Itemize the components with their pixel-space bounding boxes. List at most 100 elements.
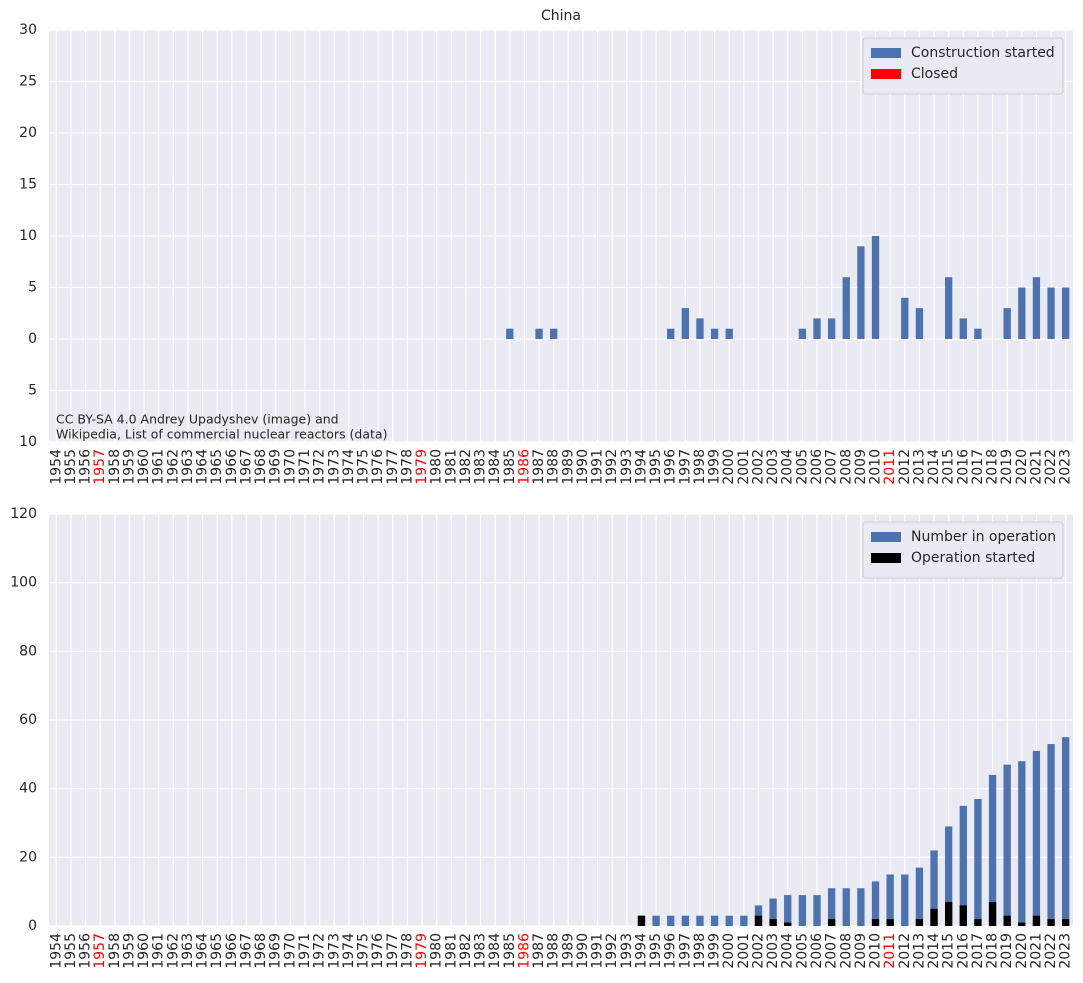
x-tick-label: 1981: [443, 933, 459, 969]
x-tick-label: 2001: [736, 449, 752, 485]
bar: [550, 328, 558, 339]
bar: [1032, 915, 1041, 926]
x-tick-label: 1992: [604, 933, 620, 969]
bar: [974, 328, 982, 339]
legend-box: [862, 521, 1064, 579]
x-tick-label: 2012: [897, 933, 913, 969]
x-tick-label: 1957: [92, 933, 108, 969]
x-tick-label: 2009: [853, 449, 869, 485]
y-tick-label: 0: [28, 918, 37, 934]
x-tick-label: 2013: [911, 933, 927, 969]
legend-label: Operation started: [911, 550, 1035, 566]
x-tick-label: 1996: [663, 933, 679, 969]
y-tick-label: 10: [19, 434, 37, 450]
bar: [959, 805, 967, 926]
x-tick-label: 2016: [955, 449, 971, 485]
bar: [871, 881, 880, 926]
bar: [681, 308, 689, 339]
x-tick-label: 2002: [750, 449, 766, 485]
bar: [1018, 922, 1026, 926]
x-tick-label: 2009: [853, 933, 869, 969]
x-tick-label: 2002: [750, 933, 766, 969]
x-tick-label: 1995: [648, 933, 664, 969]
x-tick-label: 1988: [546, 933, 562, 969]
bar: [886, 874, 894, 926]
x-tick-label: 1987: [531, 449, 547, 485]
bar: [813, 895, 821, 926]
x-tick-label: 2017: [970, 449, 986, 485]
x-tick-label: 1970: [282, 449, 298, 485]
bar: [915, 308, 924, 339]
y-tick-label: 5: [28, 383, 37, 399]
x-tick-label: 2010: [868, 933, 884, 969]
bar: [725, 328, 733, 339]
bar: [915, 867, 924, 926]
x-tick-label: 1983: [473, 933, 489, 969]
x-tick-label: 1988: [546, 449, 562, 485]
bar: [871, 236, 880, 339]
bar: [798, 895, 807, 926]
x-tick-label: 1982: [458, 933, 474, 969]
bar: [637, 915, 646, 926]
bar: [1032, 277, 1041, 339]
x-tick-label: 1962: [165, 933, 181, 969]
legend-box: [862, 37, 1064, 95]
y-tick-label: 40: [19, 781, 37, 797]
x-tick-label: 1998: [692, 933, 708, 969]
x-tick-label: 1959: [121, 933, 137, 969]
chart-title: China: [541, 8, 581, 24]
bar: [901, 297, 909, 339]
bar: [784, 895, 792, 926]
x-tick-label: 1957: [92, 449, 108, 485]
legend-label: Closed: [911, 66, 958, 82]
x-tick-label: 2005: [794, 449, 810, 485]
x-tick-label: 1995: [648, 449, 664, 485]
x-tick-label: 2004: [780, 449, 796, 485]
x-tick-label: 1971: [297, 449, 313, 485]
x-tick-label: 1969: [268, 449, 284, 485]
x-tick-label: 1985: [502, 933, 518, 969]
bar: [1032, 750, 1041, 926]
y-tick-label: 25: [19, 74, 37, 90]
x-tick-label: 1977: [385, 449, 401, 485]
x-tick-label: 1974: [341, 449, 357, 485]
y-tick-label: 10: [19, 228, 37, 244]
bar: [798, 328, 807, 339]
x-tick-label: 1989: [560, 933, 576, 969]
x-tick-label: 2023: [1058, 449, 1074, 485]
x-tick-label: 1974: [341, 933, 357, 969]
bar: [857, 888, 865, 926]
legend-swatch: [871, 553, 901, 563]
x-tick-label: 1973: [326, 449, 342, 485]
legend-swatch: [871, 48, 901, 58]
x-tick-label: 1977: [385, 933, 401, 969]
legend-label: Number in operation: [911, 529, 1056, 545]
x-tick-label: 1963: [180, 933, 196, 969]
y-tick-label: 120: [10, 506, 37, 522]
x-tick-label: 1978: [399, 933, 415, 969]
bar: [740, 915, 748, 926]
y-tick-label: 5: [28, 280, 37, 296]
bar: [945, 901, 953, 926]
legend-label: Construction started: [911, 45, 1055, 61]
bar: [667, 328, 675, 339]
bar: [1062, 287, 1070, 339]
x-tick-label: 1954: [48, 449, 64, 485]
legend-swatch: [871, 532, 901, 542]
bar: [930, 850, 938, 926]
x-tick-label: 2020: [1014, 933, 1030, 969]
bar: [842, 277, 850, 339]
x-tick-label: 1983: [473, 449, 489, 485]
bar: [667, 915, 675, 926]
y-tick-label: 15: [19, 177, 37, 193]
x-tick-label: 1975: [356, 933, 372, 969]
x-tick-label: 2011: [882, 933, 898, 969]
bar: [1018, 287, 1026, 339]
x-tick-label: 2007: [824, 933, 840, 969]
x-tick-label: 1991: [590, 449, 606, 485]
x-tick-label: 1987: [531, 933, 547, 969]
x-tick-label: 1960: [136, 933, 152, 969]
bar: [1062, 737, 1070, 926]
x-tick-label: 1976: [370, 449, 386, 485]
